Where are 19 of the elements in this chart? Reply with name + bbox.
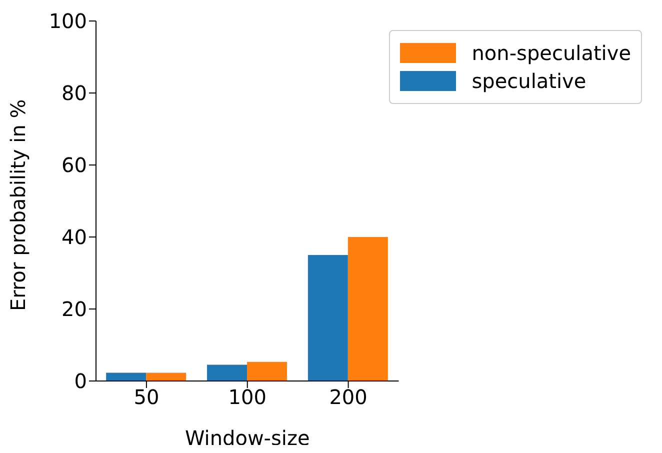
y-tick-label: 20 (62, 297, 87, 322)
x-tick-label: 100 (228, 385, 266, 410)
y-tick-label: 0 (74, 369, 87, 394)
bar (247, 362, 288, 381)
legend-label: speculative (472, 69, 586, 93)
bar (308, 255, 348, 381)
y-tick-label: 80 (62, 81, 87, 106)
y-tick-label: 60 (62, 153, 87, 178)
x-axis-title: Window-size (184, 426, 310, 450)
y-tick-label: 40 (62, 225, 87, 250)
x-tick-label: 50 (134, 385, 160, 410)
y-tick-label: 100 (48, 9, 87, 34)
y-axis-title: Error probability in % (6, 99, 30, 311)
bar (146, 372, 186, 381)
x-tick-label: 200 (329, 385, 368, 410)
bar (207, 364, 248, 381)
bar (106, 372, 146, 381)
bar (348, 237, 388, 381)
legend-label: non-speculative (472, 41, 631, 65)
